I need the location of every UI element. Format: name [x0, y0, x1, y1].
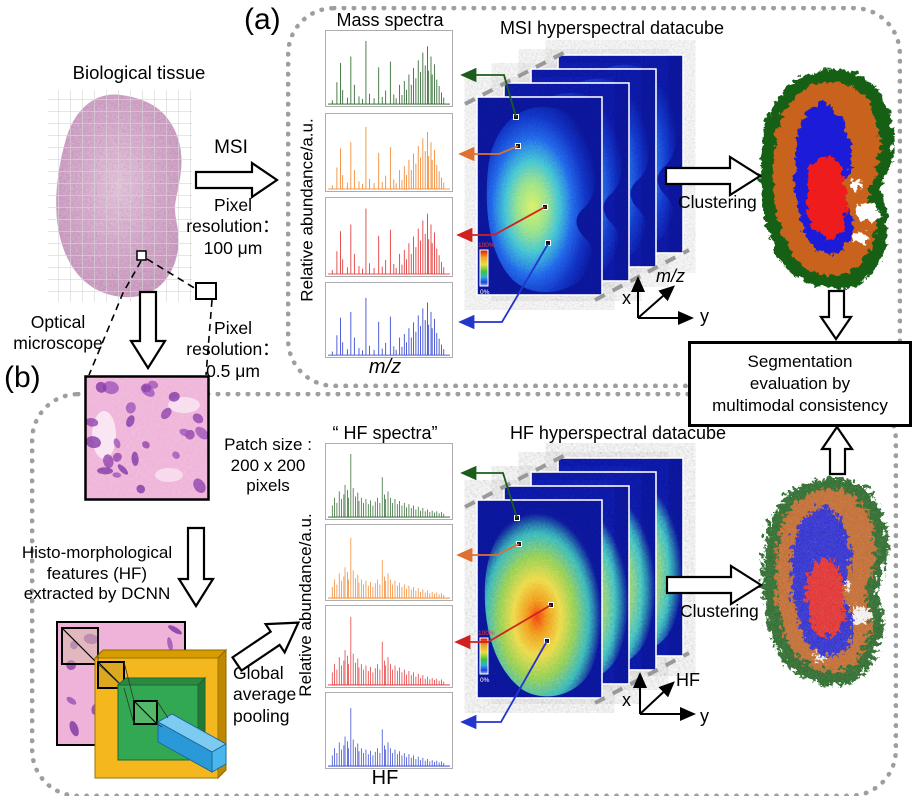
dcnn-layer-green-top: [116, 677, 207, 686]
pixel-marker-green: [513, 114, 519, 120]
panel-a-border: [286, 6, 902, 388]
spectra-b-ylabel: Relative abundance/a.u.: [296, 513, 315, 697]
dcnn-layer-yellow-top: [93, 649, 228, 659]
optical-resolution-label: Pixel resolution： 0.5 μm: [186, 318, 280, 381]
hf-datacube-title: HF hyperspectral datacube: [509, 423, 727, 443]
hf-spectrum-red: [325, 605, 453, 688]
seg-a-cluster-red: [804, 153, 846, 237]
colorbar-min-label: 0%: [480, 677, 490, 684]
mass-spectrum-red: [325, 197, 453, 277]
tissue-image: [48, 90, 192, 302]
pixel-marker-orange: [515, 143, 521, 149]
dcnn-illustration: [56, 621, 228, 780]
panel-b-label: (b): [4, 361, 41, 394]
mass-spectrum-green: [325, 30, 453, 107]
msi-slice-front: 100% 0%: [476, 96, 603, 296]
axis-b-y-label: y: [700, 706, 709, 726]
hf-spectrum-orange: [325, 524, 453, 601]
segmentation-evaluation-box: Segmentation evaluation by multimodal co…: [688, 341, 912, 427]
spectra-a-xlabel: m/z: [368, 356, 402, 378]
histology-patch-image: [84, 375, 210, 501]
pixel-marker-green: [514, 515, 520, 521]
panel-a-label: (a): [244, 3, 281, 36]
optical-microscope-label: Optical microscope: [13, 312, 103, 354]
tissue-grid-lines: [48, 90, 192, 302]
pixel-marker-red: [548, 602, 554, 608]
colorbar-max-label: 100%: [478, 242, 495, 249]
hf-spectrum-blue: [325, 692, 453, 769]
hf-datacube: 100% 0%: [464, 451, 690, 705]
colorbar: [479, 249, 489, 287]
spectra-a-ylabel: Relative abundance/a.u.: [297, 118, 317, 302]
dcnn-layer-blue-end: [211, 743, 227, 773]
panel-b-border: [30, 392, 898, 796]
hf-spectra-title: “ HF spectra”: [332, 423, 438, 443]
spectra-b-xlabel: HF: [371, 767, 399, 789]
patch-size-label: Patch size : 200 x 200 pixels: [224, 435, 312, 496]
mass-spectrum-orange: [325, 113, 453, 192]
colorbar-max-label: 100%: [478, 630, 495, 637]
pixel-marker-blue: [545, 240, 551, 246]
segmentation-a-image: [758, 66, 892, 288]
biological-tissue-title: Biological tissue: [72, 62, 206, 83]
msi-block-arrow: [194, 160, 279, 200]
pixel-marker-red: [542, 204, 548, 210]
cube-depth-dash-bottom: [594, 248, 690, 302]
zoom-square: [195, 282, 217, 300]
global-average-pooling-label: Global average pooling: [233, 663, 297, 726]
dcnn-features-label: Histo-morphological features (HF) extrac…: [21, 543, 173, 604]
msi-arrow-label: MSI: [214, 137, 248, 158]
axis-b-x-label: x: [622, 690, 631, 710]
msi-datacube-title: MSI hyperspectral datacube: [499, 18, 725, 38]
clustering-b-label: Clustering: [680, 601, 759, 621]
hf-spectrum-green: [325, 443, 453, 520]
mass-spectrum-blue: [325, 282, 453, 358]
msi-resolution-label: Pixel resolution： 100 μm: [186, 195, 280, 258]
axis-b-z-label: HF: [676, 670, 700, 690]
clustering-a-label: Clustering: [678, 192, 757, 212]
tissue-roi-marker: [136, 250, 147, 261]
axis-a-y-label: y: [700, 306, 709, 326]
pixel-marker-blue: [544, 638, 550, 644]
colorbar: [479, 637, 489, 675]
patch-border: [84, 375, 210, 501]
mass-spectra-title: Mass spectra: [336, 10, 444, 30]
pixel-marker-orange: [516, 541, 522, 547]
segmentation-b-image: [759, 474, 886, 683]
hf-slice-front: 100% 0%: [476, 499, 603, 699]
axis-a-x-label: x: [622, 288, 631, 308]
cube-depth-dash-bottom: [594, 651, 690, 705]
axis-a-z-label: m/z: [656, 266, 685, 286]
colorbar-min-label: 0%: [480, 289, 490, 296]
